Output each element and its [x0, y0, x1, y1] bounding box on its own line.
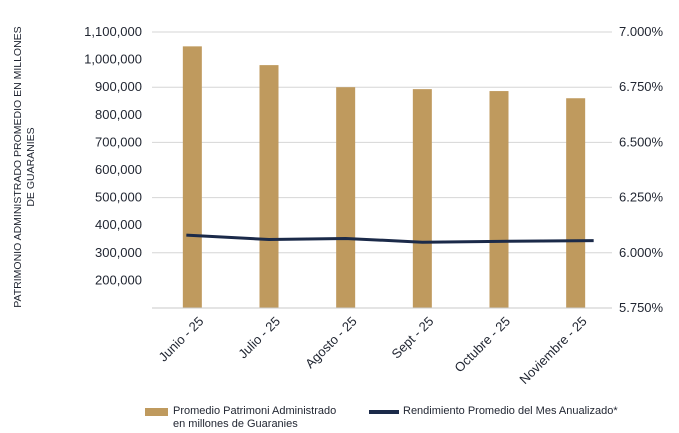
right-tick-label: 6.500%	[619, 134, 664, 149]
gridlines	[152, 31, 612, 309]
bar-series	[182, 46, 586, 309]
left-tick-label: 600,000	[95, 162, 142, 177]
right-tick-label: 5.750%	[619, 300, 664, 315]
right-tick-label: 6.000%	[619, 245, 664, 260]
line-series-path	[186, 233, 594, 244]
bar	[489, 91, 509, 309]
x-tick-label: Julio - 25	[235, 314, 283, 362]
left-tick-label: 800,000	[95, 107, 142, 122]
bar	[182, 46, 202, 309]
bar	[336, 87, 356, 308]
legend-bar-swatch	[145, 408, 168, 416]
x-tick-label: Octubre - 25	[451, 314, 513, 376]
right-tick-label: 6.250%	[619, 190, 664, 205]
bar	[566, 98, 586, 309]
left-tick-label: 300,000	[95, 245, 142, 260]
left-axis-ticks: 200,000 300,000 400,000 500,000 600,000 700,0…	[84, 24, 142, 287]
right-tick-label: 7.000%	[619, 24, 664, 39]
bar	[259, 65, 279, 309]
x-tick-label: Noviembre - 25	[516, 314, 589, 387]
legend: Promedio Patrimoni Administrado en millo…	[145, 405, 665, 433]
legend-bar-label-line-2: en millones de Guaranies	[173, 418, 298, 430]
x-tick-label: Junio - 25	[155, 314, 206, 365]
x-tick-label: Agosto - 25	[302, 314, 360, 372]
left-tick-label: 500,000	[95, 190, 142, 205]
right-tick-label: 6.750%	[619, 79, 664, 94]
line-series	[186, 233, 594, 244]
legend-line-swatch	[369, 410, 399, 414]
left-tick-label: 1,100,000	[84, 24, 142, 39]
left-tick-label: 1,000,000	[84, 52, 142, 67]
left-tick-label: 900,000	[95, 79, 142, 94]
legend-line-label: Rendimiento Promedio del Mes Anualizado*	[403, 405, 618, 417]
left-tick-label: 200,000	[95, 272, 142, 287]
y-axis-label-line-2: DE GUARANIES	[25, 127, 37, 206]
bar	[412, 89, 432, 309]
left-tick-label: 700,000	[95, 134, 142, 149]
y-axis-label-line-1: PATRIMONIO ADMINISTRADO PROMEDIO EN MILL…	[12, 26, 24, 307]
right-axis-ticks: 5.750% 6.000% 6.250% 6.500% 6.750% 7.000%	[619, 24, 664, 315]
x-axis-ticks: Junio - 25 Julio - 25 Agosto - 25 Sept - 25…	[155, 314, 589, 387]
legend-bar-label-line-1: Promedio Patrimoni Administrado	[173, 405, 337, 417]
x-tick-label: Sept - 25	[389, 314, 437, 362]
left-tick-label: 400,000	[95, 217, 142, 232]
